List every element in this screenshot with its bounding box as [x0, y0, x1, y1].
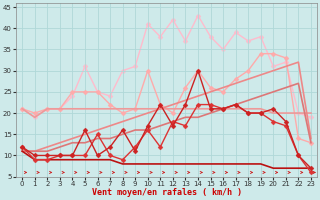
X-axis label: Vent moyen/en rafales ( km/h ): Vent moyen/en rafales ( km/h ) — [92, 188, 242, 197]
